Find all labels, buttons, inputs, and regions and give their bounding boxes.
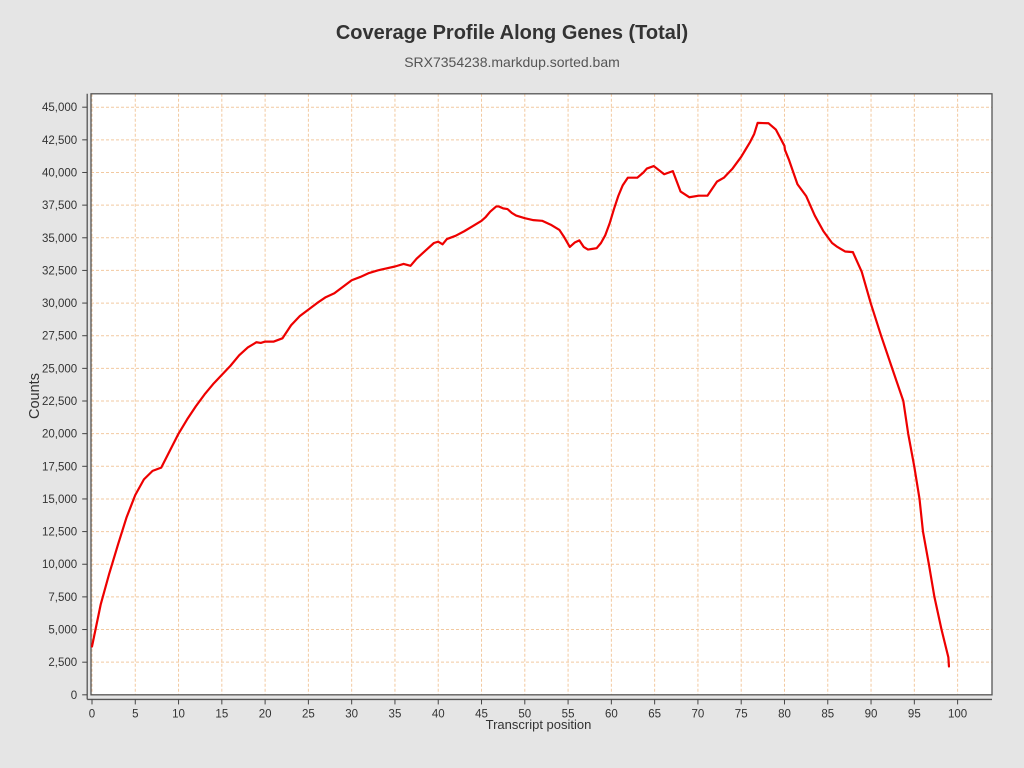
svg-text:37,500: 37,500 xyxy=(42,200,77,212)
svg-text:30: 30 xyxy=(345,708,358,720)
svg-text:22,500: 22,500 xyxy=(42,396,77,408)
svg-text:85: 85 xyxy=(821,708,834,720)
svg-text:2,500: 2,500 xyxy=(48,657,77,669)
svg-text:0: 0 xyxy=(89,708,95,720)
svg-text:20,000: 20,000 xyxy=(42,429,77,441)
svg-text:42,500: 42,500 xyxy=(42,135,77,147)
svg-text:10,000: 10,000 xyxy=(42,559,77,571)
svg-text:25: 25 xyxy=(302,708,315,720)
svg-text:80: 80 xyxy=(778,708,791,720)
svg-text:Transcript position: Transcript position xyxy=(486,717,592,732)
svg-text:20: 20 xyxy=(259,708,272,720)
svg-text:5,000: 5,000 xyxy=(48,625,77,637)
svg-text:70: 70 xyxy=(692,708,705,720)
svg-text:30,000: 30,000 xyxy=(42,298,77,310)
svg-text:40,000: 40,000 xyxy=(42,167,77,179)
svg-text:75: 75 xyxy=(735,708,748,720)
svg-text:90: 90 xyxy=(865,708,878,720)
svg-text:5: 5 xyxy=(132,708,138,720)
svg-text:0: 0 xyxy=(71,690,77,702)
svg-text:17,500: 17,500 xyxy=(42,461,77,473)
svg-text:35: 35 xyxy=(389,708,402,720)
svg-text:10: 10 xyxy=(172,708,185,720)
svg-text:45,000: 45,000 xyxy=(42,102,77,114)
svg-text:65: 65 xyxy=(648,708,661,720)
svg-text:27,500: 27,500 xyxy=(42,331,77,343)
svg-text:95: 95 xyxy=(908,708,921,720)
svg-text:15,000: 15,000 xyxy=(42,494,77,506)
svg-text:35,000: 35,000 xyxy=(42,233,77,245)
svg-text:7,500: 7,500 xyxy=(48,592,77,604)
svg-text:Counts: Counts xyxy=(27,373,43,419)
svg-text:60: 60 xyxy=(605,708,618,720)
svg-text:12,500: 12,500 xyxy=(42,527,77,539)
svg-text:100: 100 xyxy=(948,708,967,720)
svg-text:15: 15 xyxy=(215,708,228,720)
svg-text:25,000: 25,000 xyxy=(42,363,77,375)
svg-text:32,500: 32,500 xyxy=(42,265,77,277)
svg-text:40: 40 xyxy=(432,708,445,720)
